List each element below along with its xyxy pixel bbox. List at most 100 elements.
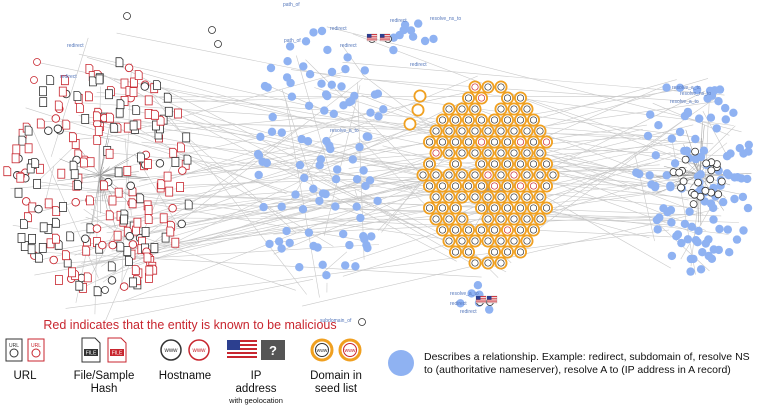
relationship-node [696, 170, 705, 179]
url-node [27, 244, 36, 255]
url-node [120, 214, 128, 225]
graph-edge [172, 111, 372, 179]
relationship-node [645, 171, 654, 180]
hub-edge [93, 174, 101, 179]
file-node [74, 180, 82, 190]
url-node [59, 202, 67, 212]
relationship-node [327, 80, 336, 90]
flag-stripe [380, 39, 390, 41]
url-hash-nodes [3, 12, 726, 326]
seed-domain-inner [516, 116, 525, 124]
relationship-node [259, 202, 268, 212]
file-malicious-node [36, 118, 45, 129]
file-malicious-node [3, 166, 12, 177]
graph-edge [69, 198, 280, 234]
relationship-node [666, 205, 676, 215]
graph-edge [86, 191, 722, 217]
relationship-node [360, 66, 369, 75]
relationship-node [735, 144, 744, 153]
seed-domain-inner [497, 215, 505, 223]
relationship-node [325, 141, 334, 150]
file-malicious-node [54, 100, 63, 111]
file-malicious-node [157, 179, 166, 190]
relationship-node [643, 131, 653, 141]
seed-domain-inner [510, 215, 518, 223]
seed-domain-inner [484, 193, 492, 201]
file-malicious-node [80, 157, 88, 168]
url-malicious-node [36, 163, 44, 174]
relationship-node [337, 82, 346, 91]
seed-domain-node [411, 103, 425, 117]
file-malicious-node [128, 198, 137, 209]
hub-edge [99, 138, 108, 176]
seed-domain-inner [523, 105, 531, 113]
file-node [132, 105, 141, 115]
relationship-node [341, 261, 350, 270]
relationship-node [318, 260, 327, 269]
relationship-node [694, 226, 703, 236]
relationship-nodes [253, 19, 753, 314]
relationship-node [683, 235, 693, 244]
relationship-node [309, 241, 318, 251]
www-icon: www [160, 339, 182, 361]
relationship-node [339, 101, 348, 110]
graph-edge [35, 142, 79, 184]
seed-domain-inner [464, 182, 473, 190]
file-node [136, 193, 145, 204]
seed-domain-inner [523, 171, 531, 179]
file-malicious-node [62, 250, 70, 261]
seed-domain-inner [536, 127, 544, 135]
seed-domain-inner [477, 226, 486, 234]
file-malicious-icon: FILE [107, 337, 127, 363]
url-node [105, 89, 113, 100]
graph-edge [72, 117, 312, 141]
relationship-node [352, 175, 362, 184]
flag-canton [380, 34, 385, 38]
relationship-node [327, 67, 337, 77]
seed-domain-inner [503, 116, 512, 124]
relationship-node [406, 26, 416, 35]
file-malicious-node [134, 70, 143, 80]
edge-label: redirect [460, 309, 477, 315]
hostname-node [706, 175, 715, 184]
relationship-node [721, 115, 730, 124]
relationship-node [695, 114, 704, 123]
seed-domain-inner [484, 127, 492, 135]
graph-edge [69, 128, 643, 271]
hub-edge [99, 166, 105, 176]
flag-stripe [476, 297, 486, 299]
hostname-malicious-node [178, 166, 187, 175]
relationship-node [363, 243, 372, 253]
hostname-malicious-node [98, 240, 107, 250]
hostname-malicious-node [21, 197, 31, 206]
file-malicious-node [82, 245, 91, 256]
graph-edge [120, 65, 461, 245]
graph-edge [261, 135, 385, 168]
url-node [20, 241, 29, 252]
seed-domain-inner [458, 149, 466, 157]
relationship-node [285, 238, 294, 248]
relationship-node [400, 20, 410, 29]
url-malicious-node [133, 217, 142, 228]
relationship-node [373, 196, 382, 206]
relationship-node [299, 62, 308, 71]
url-malicious-node [163, 171, 172, 182]
graph-edge [103, 152, 700, 209]
legend: Red indicates that the entity is known t… [0, 318, 764, 411]
graph-edge [326, 26, 742, 133]
svg-text:URL: URL [9, 343, 19, 349]
flag-stripe [367, 37, 377, 39]
url-node [115, 107, 124, 118]
legend-seed-domain: www www Domain in seed list [300, 336, 372, 396]
hostname-malicious-node [108, 240, 117, 250]
seed-domain-inner [536, 193, 544, 201]
file-node [46, 75, 55, 85]
seed-domain-inner [510, 193, 518, 201]
relationship-node [714, 97, 723, 106]
url-malicious-node [55, 275, 63, 285]
relationship-node [304, 101, 314, 111]
seed-domain-inner [503, 248, 512, 256]
flag-stripe [487, 301, 497, 303]
relationship-node [323, 45, 332, 55]
file-node [107, 261, 116, 272]
